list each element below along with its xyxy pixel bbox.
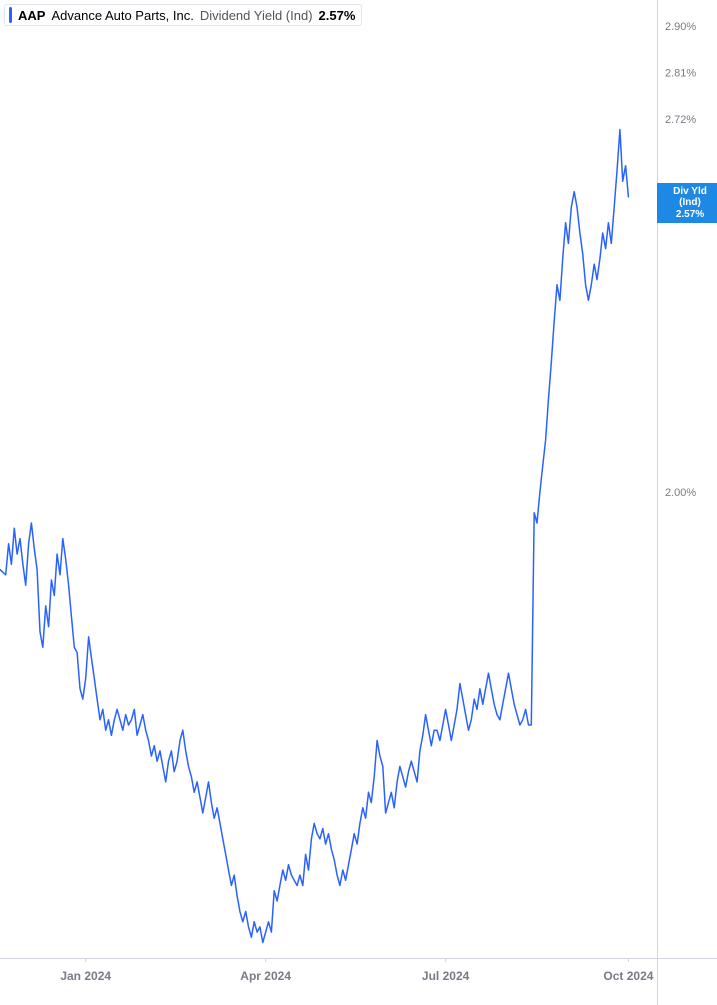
legend-company: Advance Auto Parts, Inc.	[51, 8, 193, 23]
flag-metric: Div Yld (Ind)	[661, 186, 717, 209]
chart-legend[interactable]: AAP Advance Auto Parts, Inc. Dividend Yi…	[4, 4, 362, 26]
legend-metric: Dividend Yield (Ind)	[200, 8, 313, 23]
flag-value: 2.57%	[661, 209, 717, 221]
svg-text:Oct 2024: Oct 2024	[603, 969, 653, 983]
current-value-flag[interactable]: Div Yld (Ind) 2.57%	[657, 183, 717, 224]
chart-container: 2.90% 2.81% 2.72% 2.00% Jan 2024 Apr 2024 Jul …	[0, 0, 717, 1005]
svg-text:2.81%: 2.81%	[665, 67, 696, 79]
svg-text:Jan 2024: Jan 2024	[60, 969, 111, 983]
legend-value: 2.57%	[319, 8, 356, 23]
svg-text:2.90%: 2.90%	[665, 21, 696, 33]
svg-text:Apr 2024: Apr 2024	[240, 969, 291, 983]
legend-accent-bar	[9, 7, 12, 23]
svg-text:2.72%: 2.72%	[665, 114, 696, 126]
svg-text:Jul 2024: Jul 2024	[422, 969, 470, 983]
legend-ticker: AAP	[18, 8, 45, 23]
svg-text:2.00%: 2.00%	[665, 487, 696, 499]
line-chart[interactable]: 2.90% 2.81% 2.72% 2.00% Jan 2024 Apr 2024 Jul …	[0, 0, 717, 1005]
